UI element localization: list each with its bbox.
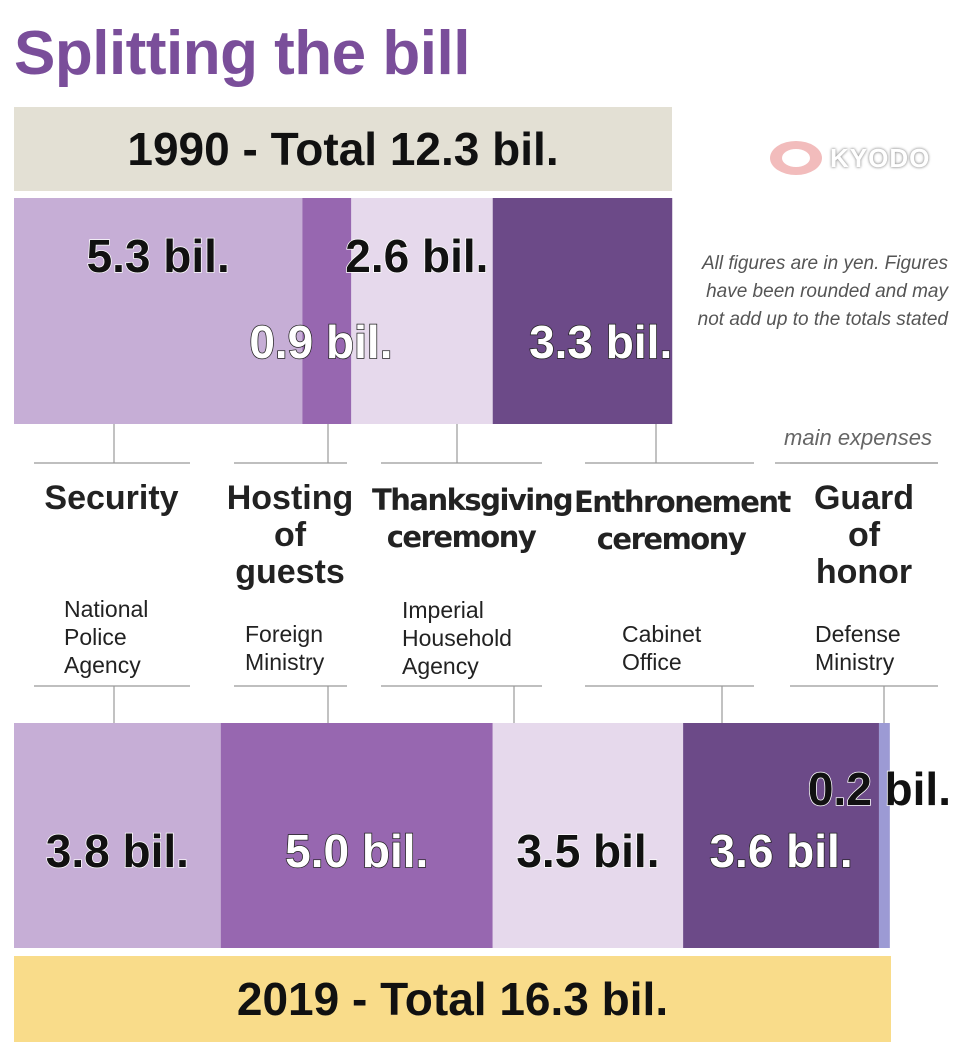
total-1990-label: 1990 - Total 12.3 bil. <box>127 123 559 175</box>
page-title: Splitting the bill <box>14 19 470 88</box>
ministry-enthronement: Cabinet Office <box>622 621 702 675</box>
bar-1990-thanksgiving <box>351 198 493 424</box>
kyodo-logo-text: KYODO <box>830 142 931 173</box>
total-banner-2019: 2019 - Total 16.3 bil. <box>14 956 891 1042</box>
value-label-2019-enthronement: 3.6 bil. <box>709 825 852 877</box>
bar-2019-guard <box>878 723 890 948</box>
ministry-thanksgiving: Imperial Household Agency <box>402 597 512 679</box>
kyodo-logo-icon <box>770 141 822 175</box>
bars-2019 <box>14 723 890 948</box>
rounding-note: All figures are in yen. Figures have bee… <box>697 253 948 330</box>
ministry-security: National Police Agency <box>64 596 149 678</box>
bar-1990-security <box>14 198 303 424</box>
value-label-1990-thanksgiving: 2.6 bil. <box>345 230 488 282</box>
category-title-security: Security <box>44 479 179 517</box>
bar-2019-thanksgiving <box>492 723 684 948</box>
value-label-1990-enthronement: 3.3 bil. <box>529 316 672 368</box>
category-title-thanksgiving: Thanksgiving ceremony <box>372 483 574 554</box>
kyodo-logo: KYODO <box>768 138 930 178</box>
bar-1990-enthronement <box>492 198 673 424</box>
ministry-hosting: Foreign Ministry <box>245 621 325 675</box>
value-label-1990-hosting: 0.9 bil. <box>249 316 392 368</box>
bars-1990 <box>14 198 673 424</box>
main-expenses-label: main expenses <box>784 425 932 450</box>
value-label-2019-guard: 0.2 bil. <box>808 763 951 815</box>
value-label-2019-hosting: 5.0 bil. <box>285 825 428 877</box>
total-banner-1990: 1990 - Total 12.3 bil. <box>14 107 672 191</box>
bar-1990-hosting <box>302 198 352 424</box>
total-2019-label: 2019 - Total 16.3 bil. <box>236 973 669 1025</box>
bar-2019-hosting <box>220 723 493 948</box>
ministry-guard: Defense Ministry <box>815 621 901 675</box>
bar-value-labels: 5.3 bil. 0.9 bil. 2.6 bil. 3.3 bil. 3.8 bil.… <box>45 229 952 878</box>
value-label-1990-security: 5.3 bil. <box>87 230 230 282</box>
category-title-hosting: Hosting of guests <box>226 479 354 591</box>
value-label-2019-security: 3.8 bil. <box>46 825 189 877</box>
bar-2019-security <box>14 723 221 948</box>
connector-lines <box>34 424 938 723</box>
bar-2019-enthronement <box>683 723 879 948</box>
category-title-guard: Guard of honor <box>813 479 915 591</box>
value-label-2019-thanksgiving: 3.5 bil. <box>516 825 659 877</box>
category-title-enthronement: Enthronement ceremony <box>574 485 791 556</box>
